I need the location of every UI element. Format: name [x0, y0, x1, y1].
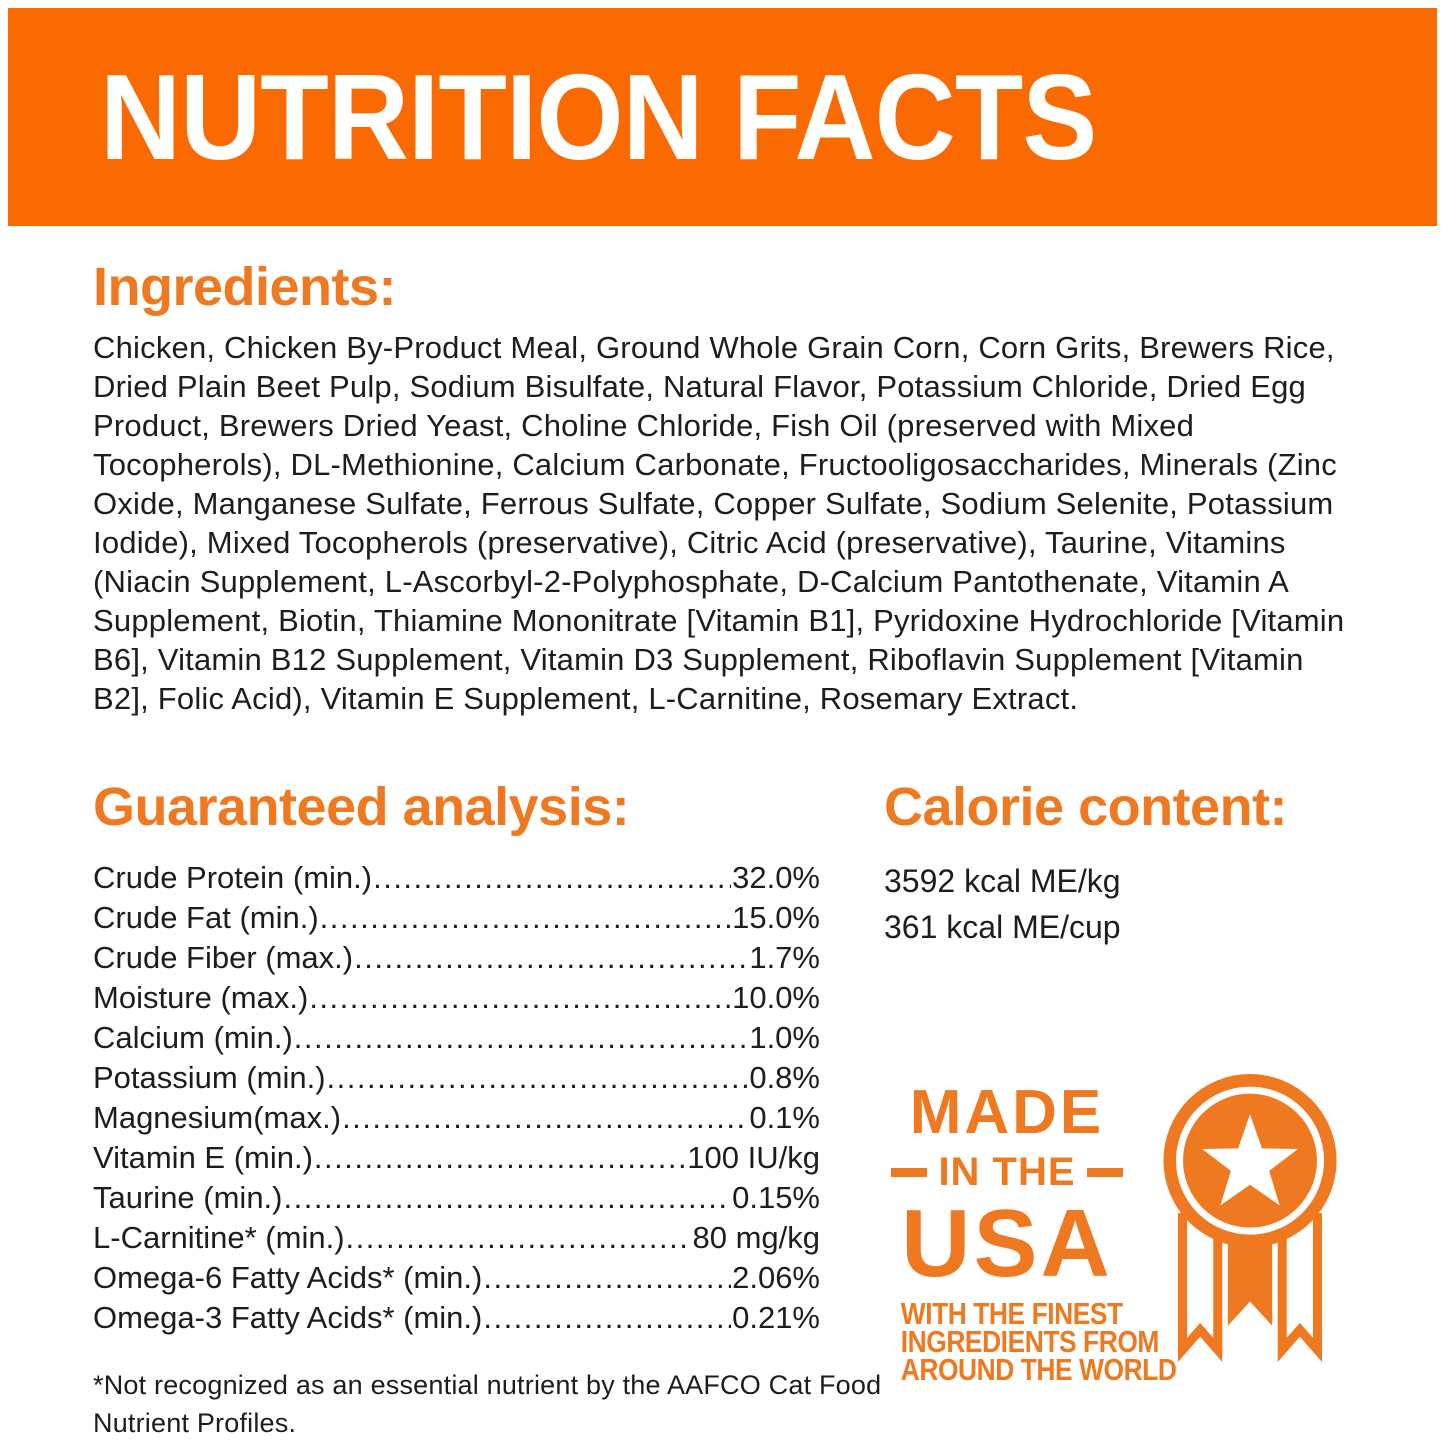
- analysis-row: Vitamin E (min.) .......................…: [93, 1138, 820, 1178]
- analysis-value: 0.15%: [732, 1180, 820, 1215]
- dot-leader: ........................................…: [354, 940, 749, 975]
- dot-leader: ........................................…: [342, 1100, 749, 1135]
- analysis-label: Potassium (min.): [93, 1060, 326, 1095]
- ingredients-heading: Ingredients:: [93, 257, 397, 317]
- analysis-label: Calcium (min.): [93, 1020, 293, 1055]
- analysis-value: 0.1%: [749, 1100, 820, 1135]
- star-icon: [1202, 1114, 1298, 1206]
- usa-word: USA: [901, 1190, 1113, 1297]
- analysis-row: Calcium (min.) .........................…: [93, 1018, 820, 1058]
- dot-leader: ........................................…: [319, 900, 732, 935]
- analysis-label: Omega-3 Fatty Acids* (min.): [93, 1300, 483, 1335]
- calorie-line: 3592 kcal ME/kg: [884, 863, 1121, 899]
- usa-subcaption-line: WITH THE FINEST: [900, 1296, 1123, 1331]
- analysis-row: Crude Protein (min.) ...................…: [93, 858, 820, 898]
- analysis-value: 32.0%: [732, 860, 820, 895]
- dot-leader: ........................................…: [309, 980, 732, 1015]
- dot-leader: ........................................…: [483, 1260, 731, 1295]
- dot-leader: ........................................…: [293, 1020, 749, 1055]
- ingredients-text: Chicken, Chicken By-Product Meal, Ground…: [93, 330, 1345, 716]
- analysis-row: Potassium (min.) .......................…: [93, 1058, 820, 1098]
- analysis-label: Magnesium(max.): [93, 1100, 342, 1135]
- analysis-label: Crude Fat (min.): [93, 900, 319, 935]
- analysis-label: Vitamin E (min.): [93, 1140, 313, 1175]
- calorie-content-heading: Calorie content:: [884, 777, 1288, 837]
- analysis-label: L-Carnitine* (min.): [93, 1220, 345, 1255]
- analysis-row: L-Carnitine* (min.) ....................…: [93, 1218, 820, 1258]
- dot-leader: ........................................…: [283, 1180, 732, 1215]
- guaranteed-analysis-table: Crude Protein (min.) ...................…: [93, 858, 820, 1338]
- analysis-label: Taurine (min.): [93, 1180, 283, 1215]
- calorie-content-values: 3592 kcal ME/kg 361 kcal ME/cup: [884, 858, 1121, 950]
- dot-leader: ........................................…: [345, 1220, 692, 1255]
- aafco-footnote: *Not recognized as an essential nutrient…: [93, 1370, 882, 1438]
- dot-leader: ........................................…: [313, 1140, 686, 1175]
- dash-right: [1086, 1167, 1123, 1177]
- analysis-label: Crude Protein (min.): [93, 860, 373, 895]
- dot-leader: ........................................…: [373, 860, 731, 895]
- analysis-label: Moisture (max.): [93, 980, 309, 1015]
- usa-subcaption: WITH THE FINEST INGREDIENTS FROM AROUND TH…: [882, 1296, 1177, 1387]
- usa-subcaption-line: AROUND THE WORLD: [900, 1352, 1177, 1387]
- analysis-value: 1.0%: [749, 1020, 820, 1055]
- page-title: NUTRITION FACTS: [100, 49, 1097, 185]
- header-band: NUTRITION FACTS: [8, 8, 1437, 226]
- analysis-row: Crude Fiber (max.) .....................…: [93, 938, 820, 978]
- analysis-value: 1.7%: [749, 940, 820, 975]
- analysis-row: Moisture (max.) ........................…: [93, 978, 820, 1018]
- guaranteed-analysis-heading: Guaranteed analysis:: [93, 777, 630, 837]
- in-the-row: IN THE: [882, 1152, 1132, 1192]
- analysis-row: Omega-6 Fatty Acids* (min.) ............…: [93, 1258, 820, 1298]
- made-word: MADE: [909, 1078, 1105, 1147]
- analysis-value: 15.0%: [732, 900, 820, 935]
- analysis-row: Magnesium(max.) ........................…: [93, 1098, 820, 1138]
- dash-left: [891, 1167, 928, 1177]
- analysis-label: Omega-6 Fatty Acids* (min.): [93, 1260, 483, 1295]
- in-the-word: IN THE: [938, 1150, 1076, 1194]
- analysis-label: Crude Fiber (max.): [93, 940, 354, 975]
- award-ribbon-icon: [1163, 1074, 1337, 1362]
- made-in-usa-badge: MADE IN THE USA WITH THE FINEST INGREDIEN…: [882, 1078, 1177, 1387]
- analysis-value: 100 IU/kg: [687, 1140, 820, 1175]
- analysis-row: Omega-3 Fatty Acids* (min.) ............…: [93, 1298, 820, 1338]
- analysis-row: Crude Fat (min.) .......................…: [93, 898, 820, 938]
- calorie-line: 361 kcal ME/cup: [884, 909, 1121, 945]
- analysis-row: Taurine (min.) .........................…: [93, 1178, 820, 1218]
- dot-leader: ........................................…: [483, 1300, 731, 1335]
- analysis-value: 10.0%: [732, 980, 820, 1015]
- analysis-value: 2.06%: [732, 1260, 820, 1295]
- dot-leader: ........................................…: [326, 1060, 749, 1095]
- analysis-value: 0.8%: [749, 1060, 820, 1095]
- analysis-value: 0.21%: [732, 1300, 820, 1335]
- analysis-value: 80 mg/kg: [692, 1220, 820, 1255]
